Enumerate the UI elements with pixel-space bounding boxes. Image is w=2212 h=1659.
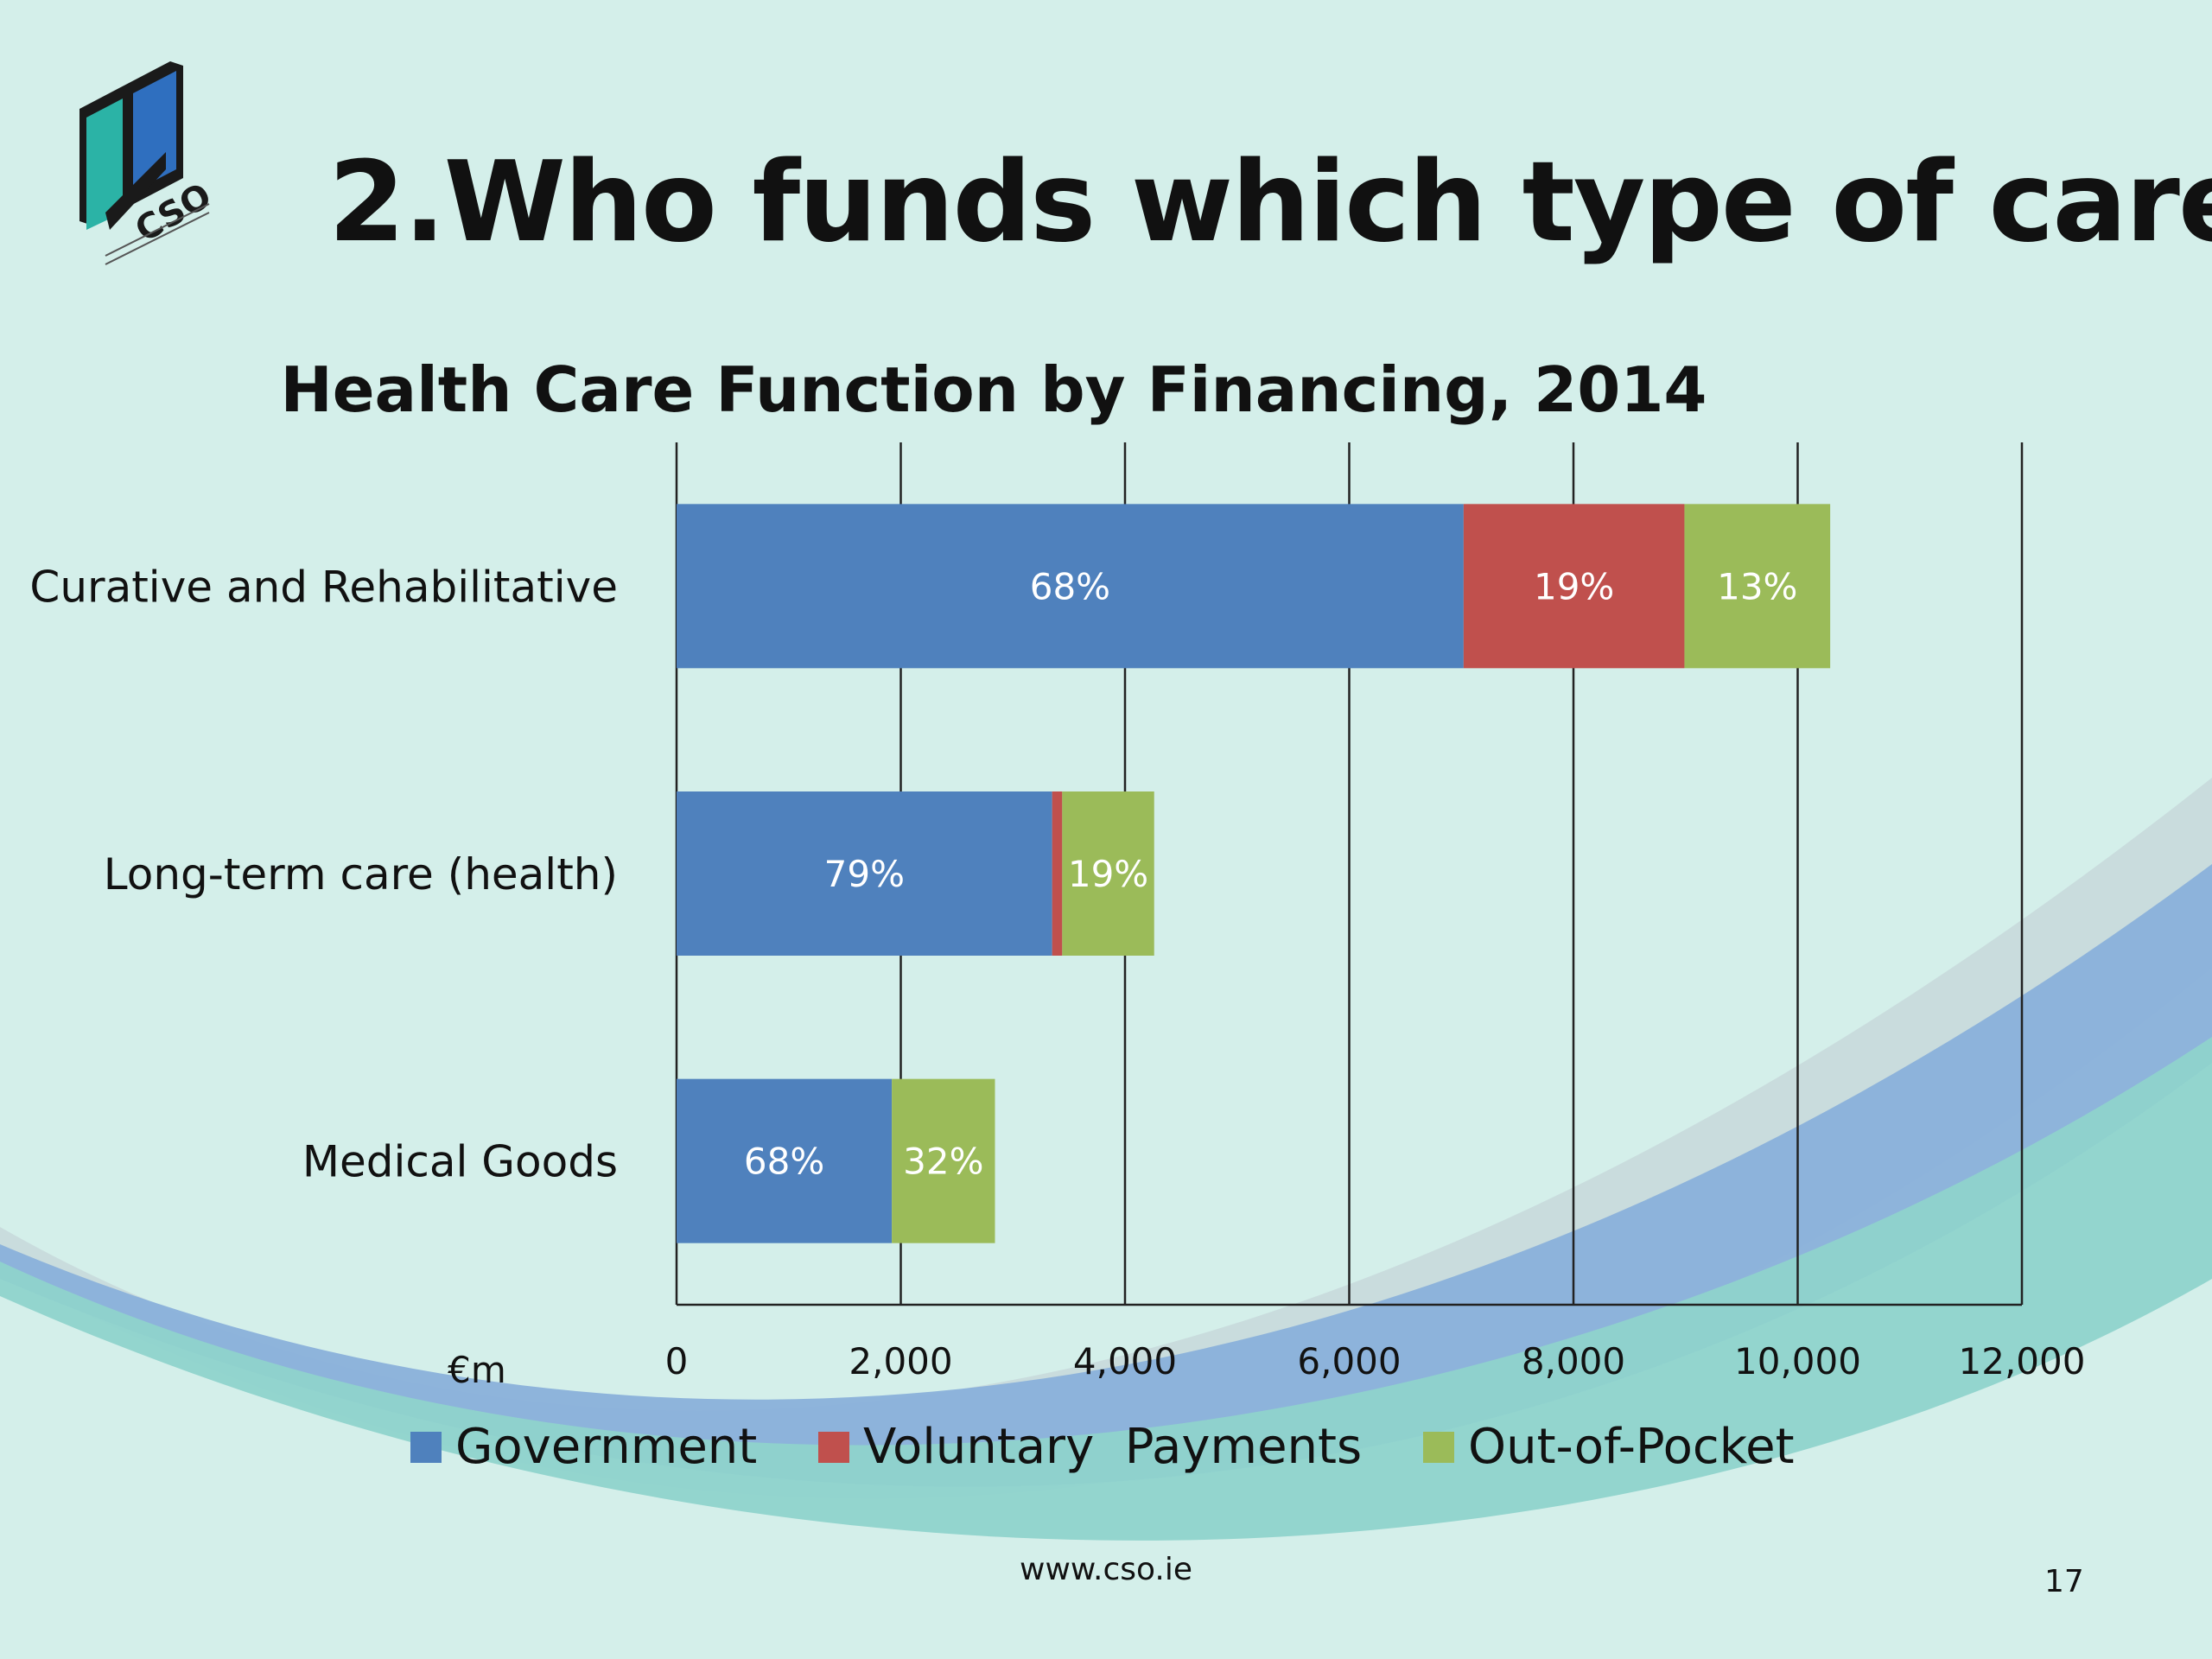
x-tick-label: 2,000 <box>849 1340 952 1382</box>
legend-label: Voluntary Payments <box>863 1419 1362 1475</box>
bar-segment <box>1052 791 1063 956</box>
legend-swatch <box>410 1432 442 1463</box>
legend-swatch <box>1423 1432 1454 1463</box>
data-label: 13% <box>1717 565 1797 607</box>
category-label: Curative and Rehabilitative <box>29 562 618 612</box>
chart-legend: Government Voluntary Payments Out-of-Pocke… <box>410 1419 1795 1475</box>
x-tick-label: 10,000 <box>1734 1340 1861 1382</box>
data-label: 32% <box>903 1141 983 1183</box>
bar-segment <box>892 1078 995 1243</box>
bar-segment <box>677 791 1052 956</box>
bar-segment <box>1684 504 1831 669</box>
data-label: 68% <box>1030 565 1110 607</box>
bar-segment <box>1062 791 1154 956</box>
data-label: 79% <box>824 853 905 895</box>
x-tick-label: 12,000 <box>1959 1340 2086 1382</box>
x-tick-labels: 0 2,000 4,000 6,000 8,000 10,000 12,000 <box>665 1340 2086 1382</box>
x-tick-label: 4,000 <box>1073 1340 1177 1382</box>
x-tick-label: 0 <box>665 1340 689 1382</box>
page-number: 17 <box>2044 1564 2084 1599</box>
data-label: 19% <box>1068 853 1148 895</box>
chart-title: Health Care Function by Financing, 2014 <box>280 353 1707 426</box>
chart-bars: 68% 19% 13% 79% 19% 68% 32% <box>677 504 1831 1243</box>
category-labels: Curative and Rehabilitative Long-term car… <box>29 562 618 1186</box>
data-label: 68% <box>744 1141 824 1183</box>
legend-swatch <box>818 1432 849 1463</box>
category-label: Long-term care (health) <box>104 849 618 899</box>
legend-label: Government <box>455 1419 757 1475</box>
legend-label: Out-of-Pocket <box>1468 1419 1795 1475</box>
cso-logo: CSO <box>79 61 218 265</box>
category-label: Medical Goods <box>302 1137 618 1187</box>
bar-segment <box>1463 504 1685 669</box>
data-label: 19% <box>1534 565 1614 607</box>
x-axis-unit-label: €m <box>448 1349 506 1391</box>
footer-url[interactable]: www.cso.ie <box>1020 1552 1193 1587</box>
x-tick-label: 6,000 <box>1297 1340 1401 1382</box>
slide-title: 2.Who funds which type of care? <box>328 138 2212 267</box>
background-swoosh-teal <box>0 1037 2212 1541</box>
bar-segment <box>677 1078 893 1243</box>
x-tick-label: 8,000 <box>1522 1340 1625 1382</box>
bar-segment <box>677 504 1464 669</box>
